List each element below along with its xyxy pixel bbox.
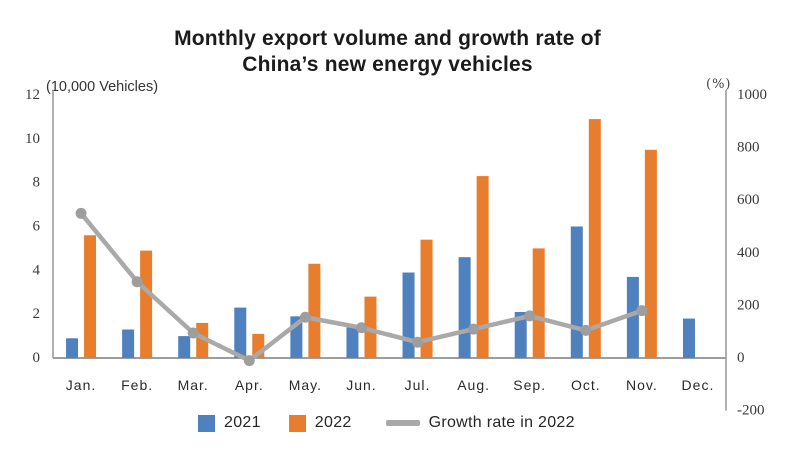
- chart-title: Monthly export volume and growth rate of…: [0, 26, 775, 78]
- right-axis-unit-label: (%): [706, 77, 732, 92]
- bar-2021-Sep: [514, 311, 527, 358]
- left-axis-tick-2: 2: [33, 306, 41, 322]
- chart-legend: 2021 2022 Growth rate in 2022: [198, 412, 575, 434]
- growth-rate-marker-Apr: [243, 355, 255, 367]
- x-axis-label-Apr: Apr.: [235, 377, 264, 393]
- bar-2021-Dec: [682, 318, 695, 358]
- growth-rate-marker-Feb: [131, 276, 143, 288]
- x-axis-label-May: May.: [289, 377, 322, 393]
- legend-label-growth-rate: Growth rate in 2022: [428, 414, 575, 431]
- bar-2021-Jun: [346, 327, 359, 358]
- x-axis-label-Jan: Jan.: [66, 377, 96, 393]
- right-axis-tick-400: 400: [737, 245, 760, 261]
- left-axis-tick-8: 8: [33, 175, 41, 191]
- legend-label-2022: 2022: [314, 414, 352, 431]
- legend-item-2021: 2021: [198, 414, 261, 432]
- bar-2021-Aug: [458, 257, 471, 358]
- legend-swatch-growth-line: [385, 420, 420, 426]
- x-axis-label-Dec: Dec.: [682, 377, 715, 393]
- growth-rate-marker-Jun: [355, 322, 367, 334]
- bar-2022-Feb: [140, 250, 153, 358]
- bar-2022-Oct: [588, 119, 601, 358]
- legend-swatch-2022: [288, 414, 306, 432]
- bar-2021-Oct: [570, 226, 583, 358]
- bar-2022-Jun: [364, 296, 377, 358]
- left-axis-tick-0: 0: [33, 350, 41, 366]
- x-axis-label-Nov: Nov.: [626, 377, 658, 393]
- right-axis-tick-600: 600: [737, 192, 760, 208]
- growth-rate-marker-Mar: [187, 327, 199, 339]
- x-axis-label-Mar: Mar.: [178, 377, 209, 393]
- legend-item-growth-rate: Growth rate in 2022: [385, 414, 575, 432]
- x-axis-label-Oct: Oct.: [571, 377, 601, 393]
- x-axis-label-Jun: Jun.: [346, 377, 376, 393]
- legend-label-2021: 2021: [224, 414, 261, 431]
- bar-2021-Jan: [66, 338, 79, 358]
- bar-2021-Jul: [402, 272, 415, 358]
- growth-rate-marker-Aug: [468, 323, 480, 335]
- right-axis-tick-200: 200: [737, 297, 760, 313]
- growth-rate-marker-Oct: [580, 324, 592, 336]
- bar-2022-Mar: [196, 322, 209, 358]
- left-axis-tick-10: 10: [25, 131, 40, 147]
- growth-rate-marker-Jan: [75, 207, 87, 219]
- chart-title-line2: China’s new energy vehicles: [242, 53, 533, 76]
- growth-rate-line: [78, 211, 645, 363]
- bar-2022-Aug: [476, 176, 489, 358]
- bar-2021-Nov: [626, 276, 639, 358]
- x-axis-label-Aug: Aug.: [457, 377, 490, 393]
- left-axis-tick-4: 4: [33, 262, 41, 278]
- bar-2022-Jul: [420, 239, 433, 358]
- left-axis-tick-6: 6: [33, 219, 41, 235]
- left-axis-unit-label: (10,000 Vehicles): [46, 79, 159, 95]
- bar-2021-Mar: [178, 336, 191, 358]
- bar-2022-May: [308, 263, 321, 358]
- x-axis-label-Sep: Sep.: [513, 377, 546, 393]
- right-axis-tick--200: -200: [737, 403, 765, 419]
- growth-rate-marker-Jul: [412, 336, 424, 348]
- growth-rate-marker-Sep: [524, 310, 536, 322]
- legend-swatch-2021: [198, 414, 215, 432]
- bar-2022-Sep: [532, 248, 545, 358]
- legend-item-2022: 2022: [288, 414, 352, 432]
- growth-rate-marker-Nov: [636, 305, 648, 317]
- bar-2021-Apr: [234, 307, 247, 358]
- chart-title-line1: Monthly export volume and growth rate of: [174, 27, 601, 50]
- right-axis-tick-800: 800: [737, 140, 760, 156]
- x-axis-label-Feb: Feb.: [121, 377, 153, 393]
- bar-2021-Feb: [122, 329, 135, 358]
- growth-rate-marker-May: [299, 311, 311, 323]
- right-axis-tick-1000: 1000: [737, 87, 767, 103]
- left-axis-tick-12: 12: [25, 87, 40, 103]
- bar-2022-Nov: [644, 149, 657, 358]
- x-axis-label-Jul: Jul.: [405, 377, 431, 393]
- bar-2022-Jan: [84, 235, 97, 358]
- right-axis-tick-0: 0: [737, 350, 745, 366]
